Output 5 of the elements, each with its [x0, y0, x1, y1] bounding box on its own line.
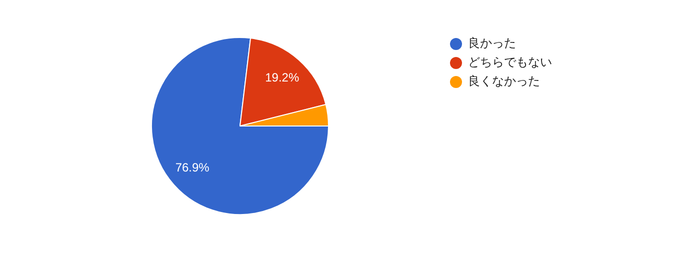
legend-label: 良かった: [468, 35, 516, 52]
legend-label: どちらでもない: [468, 54, 552, 71]
data-label: 76.9%: [175, 160, 210, 175]
data-label: 19.2%: [265, 70, 300, 85]
legend-label: 良くなかった: [468, 73, 540, 90]
